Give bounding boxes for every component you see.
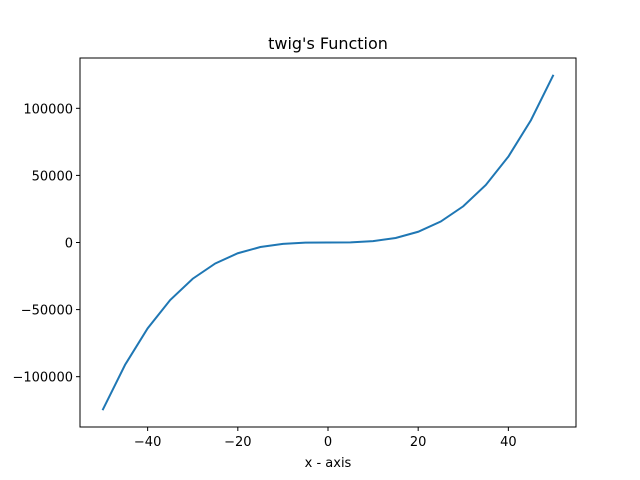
x-tick-label: 40 [500, 435, 517, 450]
x-tick-label: 20 [410, 435, 427, 450]
x-ticks: −40 −20 0 20 40 [134, 427, 517, 450]
y-tick-label: −50000 [21, 304, 73, 319]
y-tick-label: 50000 [32, 169, 73, 184]
y-ticks: −100000 −50000 0 50000 100000 [12, 102, 80, 386]
plot-lines [101, 74, 555, 411]
x-axis-label: x - axis [305, 456, 352, 471]
series-line-0 [101, 74, 555, 411]
y-tick-label: 0 [65, 237, 73, 252]
chart-title: twig's Function [268, 34, 388, 53]
x-tick-label: −20 [224, 435, 251, 450]
y-tick-label: −100000 [12, 371, 73, 386]
y-tick-label: 100000 [23, 102, 73, 117]
x-tick-label: 0 [324, 435, 332, 450]
x-tick-label: −40 [134, 435, 161, 450]
